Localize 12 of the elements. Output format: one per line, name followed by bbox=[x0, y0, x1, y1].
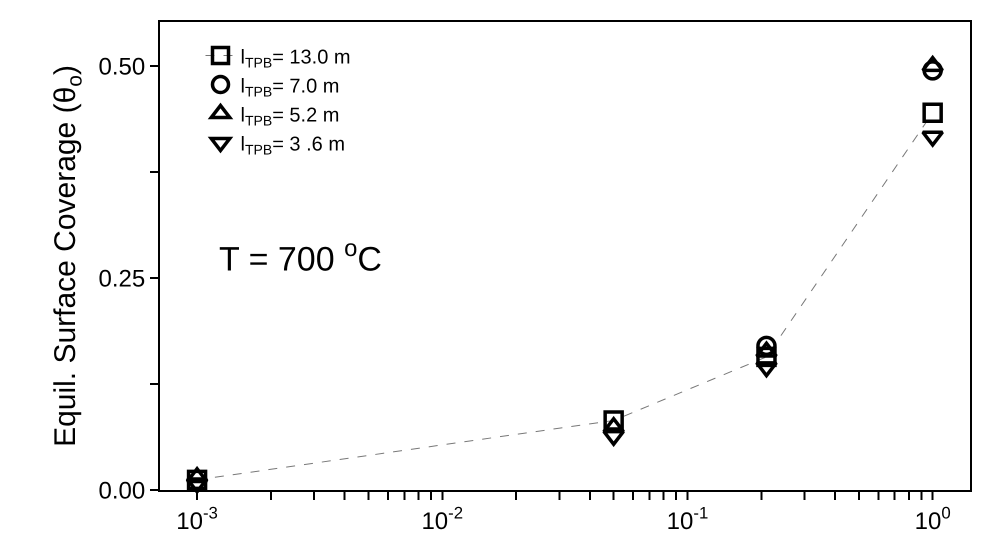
x-tick-label: 10$^{-3}$ bbox=[176, 504, 218, 535]
y-tick-label: 0.00 bbox=[98, 477, 146, 504]
x-tick-label: 10$^{-1}$ bbox=[666, 504, 708, 535]
x-tick-label: 10$^{-2}$ bbox=[421, 504, 464, 535]
y-tick-label: 0.50 bbox=[98, 53, 146, 80]
x-tick-label: 10$^{0}$ bbox=[914, 504, 951, 535]
annotation: T = 700 $^{o}$C bbox=[219, 235, 382, 278]
legend-label: l$_{TPB}$= 3 .6 m bbox=[240, 133, 345, 158]
y-tick-label: 0.25 bbox=[98, 265, 146, 292]
legend-label: l$_{TPB}$= 5.2 m bbox=[240, 104, 340, 129]
legend-label: l$_{TPB}$= 13.0 m bbox=[240, 46, 351, 71]
legend-label: l$_{TPB}$= 7.0 m bbox=[240, 75, 340, 100]
